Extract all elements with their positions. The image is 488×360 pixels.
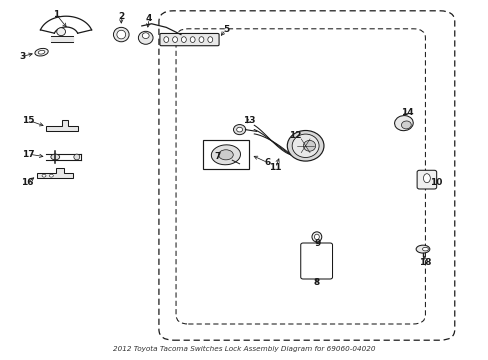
FancyBboxPatch shape — [416, 170, 436, 189]
Ellipse shape — [38, 50, 45, 54]
Text: 1: 1 — [53, 10, 59, 19]
Ellipse shape — [172, 37, 177, 42]
Ellipse shape — [291, 134, 319, 158]
Text: 7: 7 — [214, 152, 221, 161]
Circle shape — [49, 174, 53, 177]
Ellipse shape — [236, 127, 242, 132]
Text: 4: 4 — [145, 14, 152, 23]
Ellipse shape — [394, 116, 412, 131]
Ellipse shape — [422, 247, 427, 251]
FancyBboxPatch shape — [300, 243, 332, 279]
Ellipse shape — [233, 125, 245, 135]
Text: 15: 15 — [22, 116, 35, 125]
FancyBboxPatch shape — [160, 33, 219, 46]
Ellipse shape — [218, 150, 233, 160]
Ellipse shape — [207, 37, 212, 42]
Ellipse shape — [401, 121, 410, 129]
Text: 17: 17 — [22, 150, 35, 158]
Ellipse shape — [287, 130, 323, 161]
Polygon shape — [37, 168, 73, 178]
Ellipse shape — [181, 37, 186, 42]
Ellipse shape — [117, 30, 125, 39]
Ellipse shape — [303, 140, 315, 151]
Text: 12: 12 — [288, 130, 301, 139]
Text: 5: 5 — [223, 25, 228, 34]
Ellipse shape — [163, 37, 168, 42]
Ellipse shape — [35, 48, 48, 56]
FancyBboxPatch shape — [203, 140, 249, 169]
Ellipse shape — [74, 154, 80, 160]
Ellipse shape — [423, 174, 429, 183]
Ellipse shape — [142, 33, 149, 39]
Ellipse shape — [311, 232, 321, 242]
Ellipse shape — [138, 31, 153, 44]
Ellipse shape — [211, 145, 240, 165]
Text: 16: 16 — [20, 178, 33, 187]
Text: 6: 6 — [264, 158, 270, 167]
Circle shape — [42, 174, 46, 177]
Ellipse shape — [113, 27, 129, 42]
Text: 8: 8 — [313, 278, 319, 287]
Text: 13: 13 — [243, 116, 255, 125]
Text: 11: 11 — [268, 163, 281, 172]
Text: 10: 10 — [429, 178, 442, 187]
Text: 18: 18 — [418, 258, 431, 266]
Ellipse shape — [314, 234, 319, 240]
Text: 9: 9 — [314, 239, 321, 248]
Text: 2: 2 — [118, 12, 124, 21]
Ellipse shape — [190, 37, 195, 42]
Polygon shape — [46, 120, 78, 131]
Text: 2012 Toyota Tacoma Switches Lock Assembly Diagram for 69060-04020: 2012 Toyota Tacoma Switches Lock Assembl… — [113, 346, 375, 352]
Ellipse shape — [51, 154, 60, 160]
Text: 14: 14 — [400, 108, 412, 117]
Ellipse shape — [415, 245, 429, 253]
Text: 3: 3 — [19, 52, 25, 61]
Ellipse shape — [57, 28, 65, 36]
Ellipse shape — [199, 37, 203, 42]
